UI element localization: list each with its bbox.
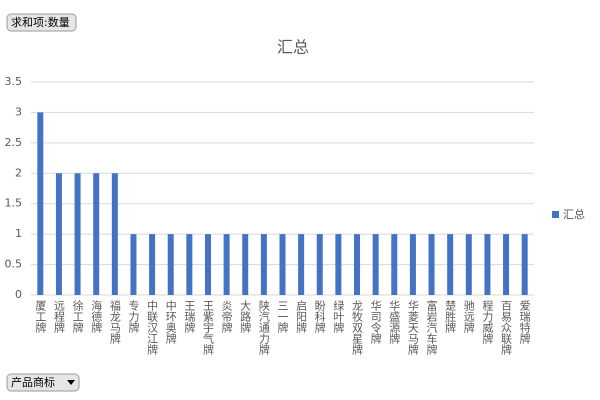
y-tick-label: 1.5	[5, 197, 23, 210]
bar	[55, 173, 62, 295]
bar	[298, 234, 305, 295]
value-field-label: 求和项:数量	[11, 16, 70, 29]
y-tick-label: 3	[15, 105, 22, 118]
y-tick-label: 2	[15, 166, 22, 179]
bar	[335, 234, 342, 295]
bar	[130, 234, 137, 295]
bar	[372, 234, 379, 295]
x-tick-label: 华司令牌	[369, 299, 382, 345]
bar	[465, 234, 472, 295]
y-tick-label: 0.5	[5, 258, 23, 271]
bar	[409, 234, 416, 295]
y-tick-label: 0	[15, 288, 22, 301]
x-tick-label: 远程牌	[52, 300, 65, 334]
x-tick-label: 富岩汽车牌	[425, 299, 438, 356]
legend-swatch	[552, 211, 559, 218]
value-field-button[interactable]	[6, 13, 77, 32]
bar	[111, 173, 118, 295]
x-tick-label: 百易众联牌	[500, 300, 513, 356]
bar	[354, 234, 361, 295]
legend-label: 汇总	[563, 207, 585, 221]
bar	[204, 234, 211, 295]
x-tick-label: 中环奥牌	[164, 300, 177, 345]
x-tick-label: 专力牌	[127, 299, 140, 334]
row-field-button[interactable]	[6, 373, 80, 392]
x-tick-label: 徐工牌	[71, 299, 84, 334]
x-tick-label: 大路牌	[239, 299, 252, 334]
bar	[279, 234, 286, 295]
x-tick-label: 王紫宇气牌	[201, 300, 214, 356]
row-field-label: 产品商标	[11, 375, 55, 389]
x-tick-label: 华盛源牌	[388, 299, 401, 345]
x-tick-label: 楚胜牌	[444, 299, 457, 334]
bar	[521, 234, 528, 295]
bar	[186, 234, 193, 295]
bar	[484, 234, 491, 295]
x-tick-label: 爱瑞特牌	[518, 300, 531, 345]
x-tick-label: 程力威牌	[481, 300, 494, 345]
y-tick-label: 3.5	[5, 75, 23, 88]
bar	[260, 234, 267, 295]
x-tick-label: 绿叶牌	[332, 299, 345, 334]
bar	[503, 234, 510, 295]
bar	[242, 234, 249, 295]
bar	[447, 234, 454, 295]
x-tick-label: 厦工牌	[34, 300, 47, 334]
x-tick-label: 海德牌	[90, 299, 103, 334]
bar	[93, 173, 100, 295]
x-tick-label: 三一牌	[276, 300, 289, 334]
x-tick-label: 王瑞牌	[183, 300, 196, 334]
x-tick-label: 龙牧双星牌	[351, 300, 364, 356]
y-tick-label: 1	[15, 227, 22, 240]
x-tick-label: 华菱天马牌	[406, 299, 419, 356]
bar	[428, 234, 435, 295]
bar	[316, 234, 323, 295]
chart-title: 汇总	[277, 38, 309, 57]
bar	[37, 112, 44, 295]
x-tick-label: 福龙马牌	[108, 299, 121, 345]
bar	[167, 234, 174, 295]
x-tick-label: 陕汽通力牌	[257, 299, 270, 356]
bar	[223, 234, 230, 295]
x-tick-label: 中联汉江牌	[146, 300, 159, 356]
x-tick-label: 驰远牌	[462, 299, 475, 334]
y-tick-label: 2.5	[5, 136, 23, 149]
x-tick-label: 盼科牌	[313, 300, 326, 334]
bar	[391, 234, 398, 295]
dropdown-arrow[interactable]	[67, 380, 75, 385]
x-tick-label: 启阳牌	[295, 300, 308, 334]
bar	[149, 234, 156, 295]
bar	[74, 173, 81, 295]
x-tick-label: 炎帝牌	[220, 300, 233, 334]
